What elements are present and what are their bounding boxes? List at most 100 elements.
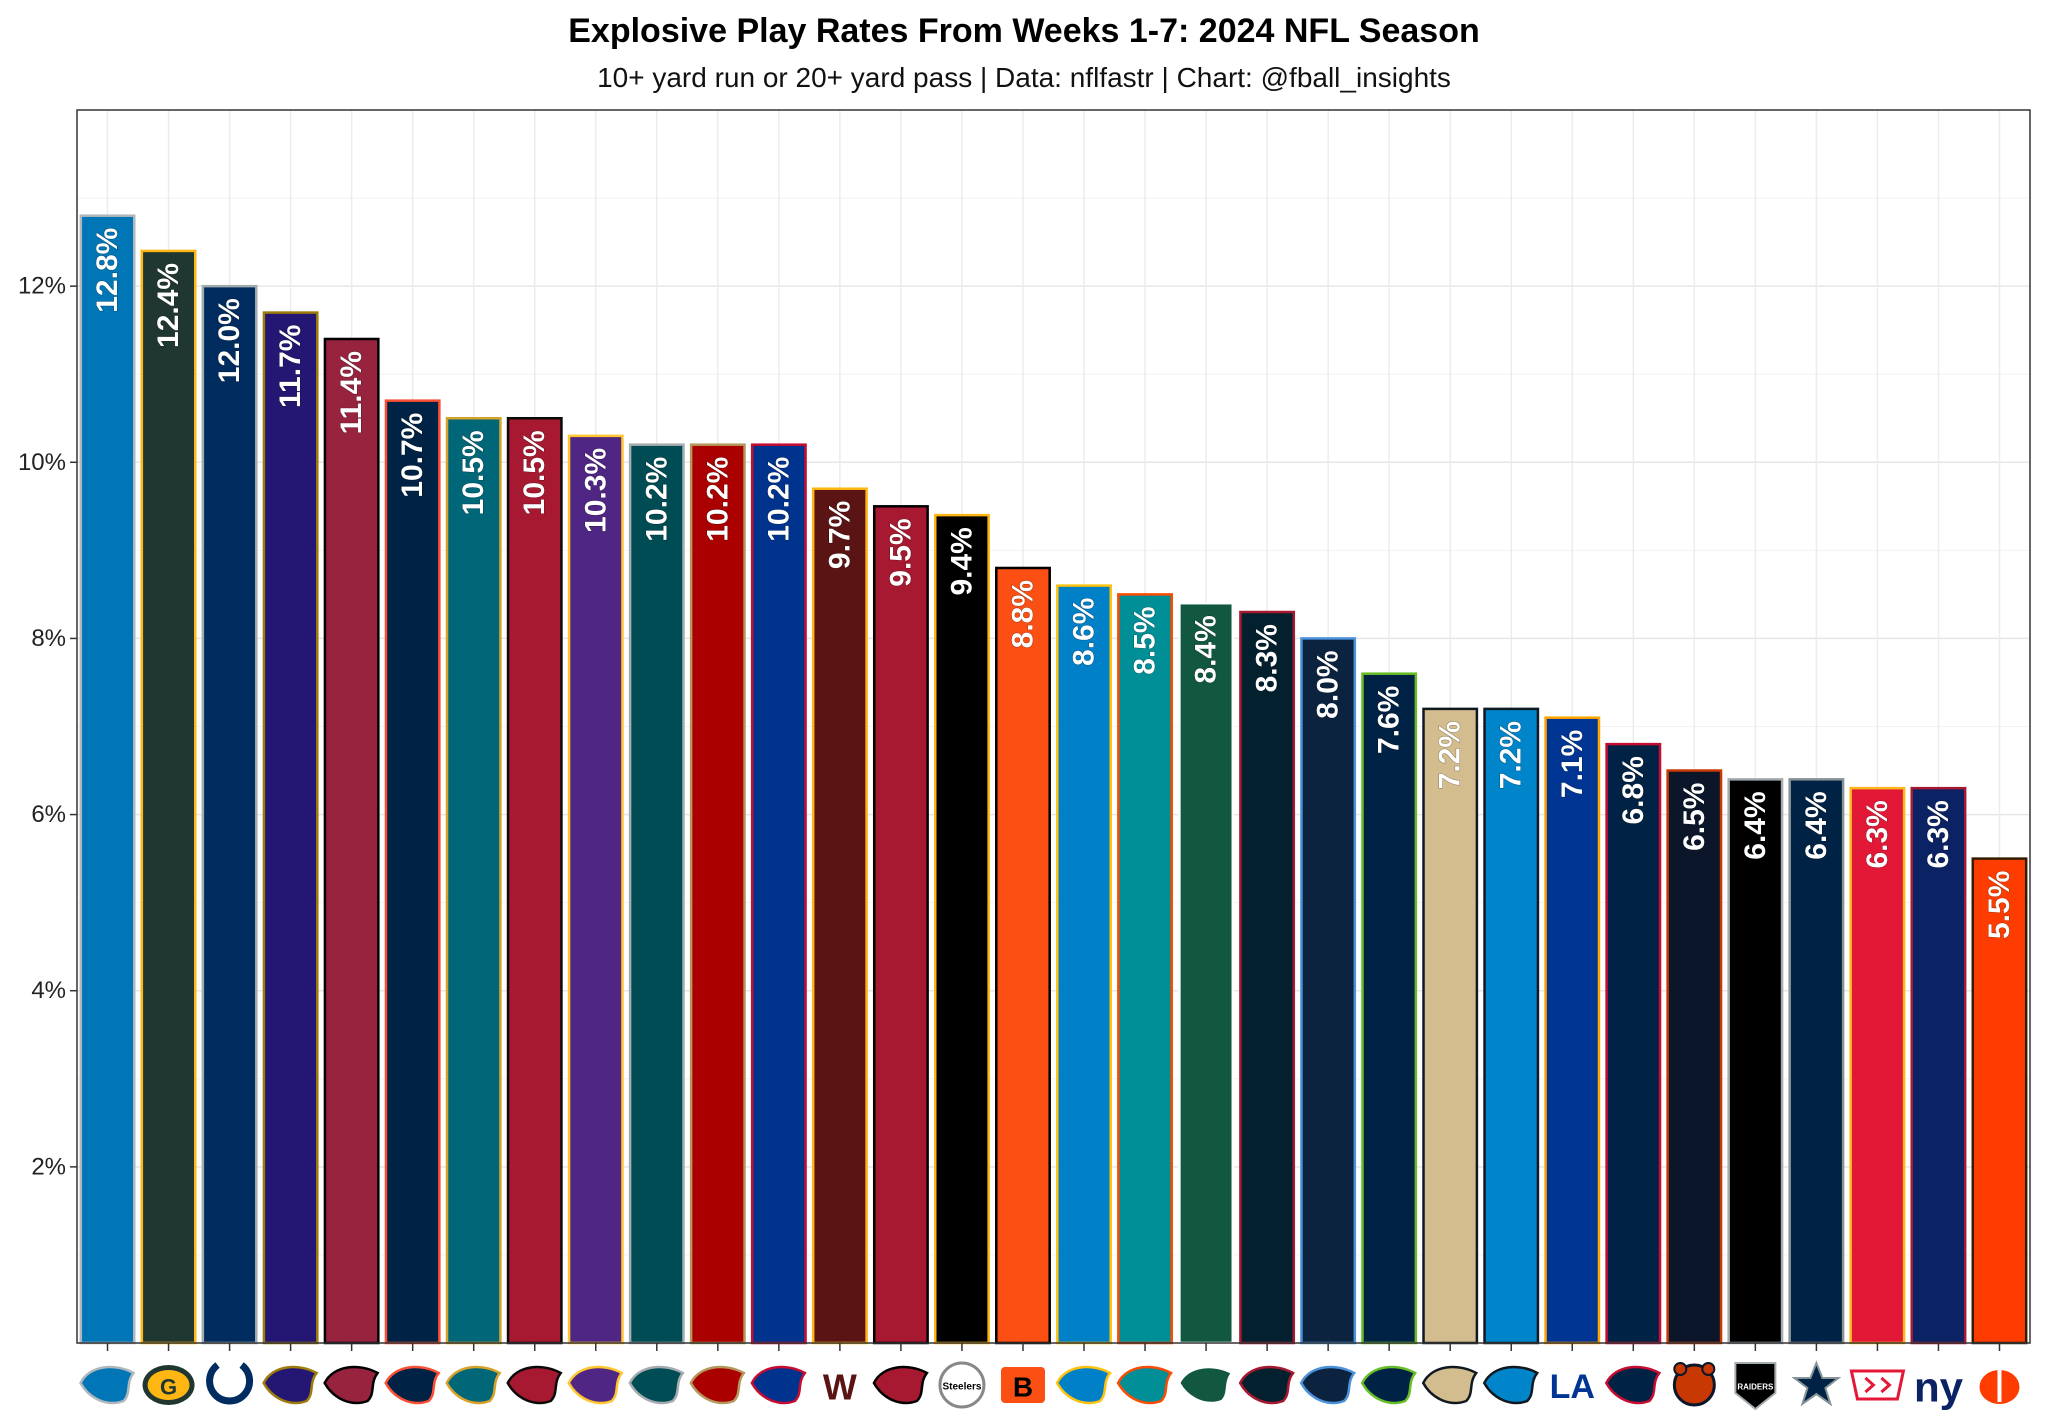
bar-was [811, 487, 868, 1345]
broncos-logo [384, 1365, 441, 1405]
bar-ne [1605, 742, 1662, 1345]
team-logos-group: G W Steelers B Jets H T LA RAIDERS ny [79, 1360, 2020, 1411]
x-axis [106, 1343, 2001, 1351]
logo-shape [323, 1365, 380, 1405]
jets-logo: Jets [1177, 1365, 1234, 1405]
bar-ari [323, 337, 380, 1345]
data-label: 8.3% [1251, 624, 1284, 692]
data-label: 9.4% [945, 527, 978, 595]
bar-hou [1239, 610, 1296, 1345]
y-tick-label: 12% [18, 273, 66, 300]
logo-shape [1673, 1362, 1688, 1376]
data-label: 10.2% [640, 457, 673, 542]
logo-letter: B [1013, 1372, 1033, 1403]
commanders-logo: W [823, 1367, 857, 1408]
bar-car [1483, 707, 1540, 1345]
bar-sf [689, 443, 746, 1345]
y-axis: 2% 4% 6% 8% 10% 12% [18, 109, 2031, 1344]
data-label: 6.3% [1922, 800, 1955, 868]
bears-logo [1672, 1362, 1716, 1407]
steelers-logo: Steelers [938, 1361, 986, 1409]
bar-chi [1666, 769, 1723, 1345]
logo-shape [872, 1365, 929, 1405]
saints-logo [1421, 1365, 1479, 1405]
logo-shape [1482, 1365, 1540, 1405]
logo-letter: Jets [1186, 1376, 1226, 1398]
cowboys-logo [1791, 1360, 1842, 1407]
bar-lv [1727, 778, 1784, 1345]
data-label: 5.5% [1983, 871, 2016, 939]
bar-phi [628, 443, 685, 1345]
y-tick-label: 4% [31, 977, 66, 1004]
lions-logo [79, 1365, 136, 1405]
logo-letter: W [823, 1367, 857, 1408]
giants-logo: ny [1914, 1364, 1964, 1411]
packers-logo: G [142, 1365, 195, 1405]
jaguars-logo [445, 1365, 502, 1405]
logo-letter: ny [1914, 1364, 1964, 1411]
data-labels-group: 12.8% 12.4% 12.0% 11.7% 11.4% 10.7% 10.5% 10.5%… [91, 227, 2017, 939]
panthers-logo [1482, 1365, 1540, 1405]
logo-shape [1177, 1365, 1234, 1405]
logo-shape [750, 1365, 807, 1405]
bar-cin [995, 566, 1051, 1345]
logo-letter: LA [1550, 1368, 1595, 1406]
data-label: 10.2% [701, 457, 734, 542]
data-label: 9.7% [823, 501, 856, 569]
logo-shape [1701, 1362, 1716, 1376]
data-label: 10.2% [762, 457, 795, 542]
logo-shape [689, 1365, 746, 1405]
falcons-logo [872, 1365, 929, 1405]
bar-ind [201, 284, 258, 1345]
vikings-logo [567, 1365, 624, 1405]
y-tick-label: 2% [31, 1153, 66, 1180]
chiefs-logo [1849, 1369, 1906, 1401]
chart-subtitle: 10+ yard run or 20+ yard pass | Data: nf… [597, 62, 1451, 93]
data-label: 10.3% [579, 448, 612, 533]
data-label: 8.0% [1312, 650, 1345, 718]
ravens-logo [262, 1365, 319, 1405]
logo-shape [1734, 1362, 1777, 1411]
bar-ten [1300, 637, 1357, 1345]
data-label: 6.3% [1861, 800, 1894, 868]
data-label: 7.1% [1556, 730, 1589, 798]
bills-logo [750, 1365, 807, 1405]
logo-shape [1672, 1363, 1716, 1407]
logo-shape [1849, 1369, 1906, 1401]
y-tick-label: 6% [31, 801, 66, 828]
chargers-logo [1055, 1365, 1112, 1405]
data-label: 7.2% [1434, 721, 1467, 789]
bar-den [384, 399, 441, 1345]
logo-letter: H [1256, 1369, 1279, 1405]
data-label: 11.4% [335, 351, 368, 434]
data-label: 10.7% [396, 413, 429, 498]
seahawks-logo [1360, 1365, 1418, 1405]
data-label: 8.6% [1068, 598, 1101, 666]
logo-shape [1299, 1365, 1357, 1405]
logo-shape [1360, 1365, 1418, 1405]
data-label: 8.5% [1129, 606, 1162, 674]
logo-shape [1604, 1365, 1662, 1405]
eagles-logo [628, 1365, 685, 1405]
bar-nyj [1178, 601, 1235, 1345]
data-label: 11.7% [274, 325, 307, 408]
y-tick-label: 8% [31, 625, 66, 652]
data-label: 10.5% [457, 430, 490, 515]
bars-group [79, 214, 2028, 1345]
49ers-logo [689, 1365, 746, 1405]
data-label: 12.0% [213, 298, 246, 383]
browns-logo [1979, 1370, 2020, 1404]
rams-logo: LA [1550, 1368, 1595, 1406]
bengals-logo: B [1000, 1367, 1045, 1403]
logo-shape [1055, 1365, 1112, 1405]
bar-jax [445, 417, 502, 1345]
bar-sea [1361, 672, 1418, 1345]
data-label: 8.8% [1006, 580, 1039, 648]
logo-letter: RAIDERS [1737, 1383, 1774, 1392]
logo-shape [147, 1370, 190, 1400]
logo-shape [1864, 1376, 1892, 1394]
data-label: 7.2% [1495, 721, 1528, 789]
bar-tb [506, 417, 563, 1345]
data-label: 8.4% [1190, 615, 1223, 683]
logo-shape [567, 1365, 624, 1405]
